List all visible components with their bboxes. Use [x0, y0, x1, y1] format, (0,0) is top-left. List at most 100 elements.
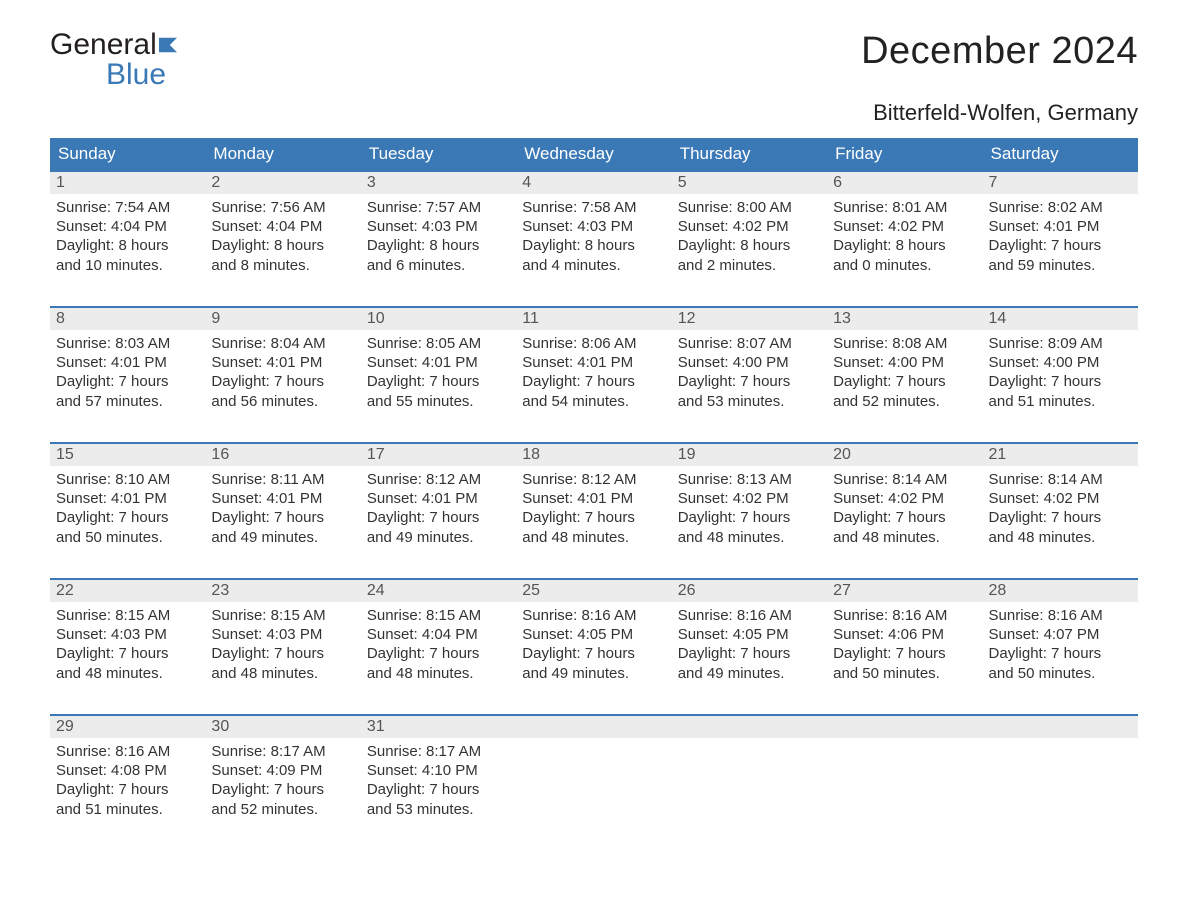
daylight-line-1: Daylight: 7 hours [833, 372, 976, 391]
daylight-line-1: Daylight: 7 hours [678, 372, 821, 391]
daylight-line-1: Daylight: 7 hours [833, 508, 976, 527]
calendar-table: Sunday Monday Tuesday Wednesday Thursday… [50, 138, 1138, 826]
daylight-line-1: Daylight: 7 hours [367, 644, 510, 663]
sunset-line: Sunset: 4:01 PM [56, 353, 199, 372]
calendar-cell: 29Sunrise: 8:16 AMSunset: 4:08 PMDayligh… [50, 716, 205, 826]
sunset-line: Sunset: 4:05 PM [678, 625, 821, 644]
sunrise-line: Sunrise: 8:17 AM [367, 742, 510, 761]
sunrise-line: Sunrise: 8:15 AM [56, 606, 199, 625]
calendar-cell: 12Sunrise: 8:07 AMSunset: 4:00 PMDayligh… [672, 308, 827, 418]
daylight-line-1: Daylight: 8 hours [367, 236, 510, 255]
day-details: Sunrise: 8:11 AMSunset: 4:01 PMDaylight:… [205, 466, 360, 551]
day-details: Sunrise: 8:16 AMSunset: 4:05 PMDaylight:… [516, 602, 671, 687]
sunset-line: Sunset: 4:03 PM [522, 217, 665, 236]
calendar-cell: 20Sunrise: 8:14 AMSunset: 4:02 PMDayligh… [827, 444, 982, 554]
daylight-line-1: Daylight: 7 hours [522, 644, 665, 663]
calendar-cell: 23Sunrise: 8:15 AMSunset: 4:03 PMDayligh… [205, 580, 360, 690]
sunset-line: Sunset: 4:00 PM [833, 353, 976, 372]
daylight-line-1: Daylight: 7 hours [833, 644, 976, 663]
calendar-cell: 22Sunrise: 8:15 AMSunset: 4:03 PMDayligh… [50, 580, 205, 690]
sunrise-line: Sunrise: 7:54 AM [56, 198, 199, 217]
flag-icon [157, 36, 179, 54]
calendar-week: 8Sunrise: 8:03 AMSunset: 4:01 PMDaylight… [50, 306, 1138, 418]
calendar-cell: 30Sunrise: 8:17 AMSunset: 4:09 PMDayligh… [205, 716, 360, 826]
brand-logo: General Blue [50, 30, 179, 90]
daylight-line-1: Daylight: 7 hours [989, 644, 1132, 663]
daylight-line-2: and 49 minutes. [211, 528, 354, 547]
daylight-line-2: and 6 minutes. [367, 256, 510, 275]
daylight-line-1: Daylight: 7 hours [211, 372, 354, 391]
daylight-line-2: and 48 minutes. [56, 664, 199, 683]
day-number: 29 [50, 716, 205, 738]
sunrise-line: Sunrise: 8:07 AM [678, 334, 821, 353]
day-details: Sunrise: 8:17 AMSunset: 4:09 PMDaylight:… [205, 738, 360, 823]
calendar-cell: 11Sunrise: 8:06 AMSunset: 4:01 PMDayligh… [516, 308, 671, 418]
daylight-line-1: Daylight: 8 hours [56, 236, 199, 255]
sunset-line: Sunset: 4:04 PM [211, 217, 354, 236]
day-details: Sunrise: 8:05 AMSunset: 4:01 PMDaylight:… [361, 330, 516, 415]
daylight-line-1: Daylight: 7 hours [56, 508, 199, 527]
sunrise-line: Sunrise: 8:16 AM [56, 742, 199, 761]
daylight-line-1: Daylight: 7 hours [989, 236, 1132, 255]
weekday-wednesday: Wednesday [516, 138, 671, 170]
sunset-line: Sunset: 4:04 PM [367, 625, 510, 644]
day-details: Sunrise: 8:16 AMSunset: 4:08 PMDaylight:… [50, 738, 205, 823]
calendar-cell: 6Sunrise: 8:01 AMSunset: 4:02 PMDaylight… [827, 172, 982, 282]
day-details: Sunrise: 8:00 AMSunset: 4:02 PMDaylight:… [672, 194, 827, 279]
daylight-line-2: and 56 minutes. [211, 392, 354, 411]
calendar-cell: 1Sunrise: 7:54 AMSunset: 4:04 PMDaylight… [50, 172, 205, 282]
sunrise-line: Sunrise: 7:56 AM [211, 198, 354, 217]
daylight-line-1: Daylight: 7 hours [678, 508, 821, 527]
brand-name-1: General [50, 28, 157, 61]
daylight-line-1: Daylight: 7 hours [367, 508, 510, 527]
daylight-line-1: Daylight: 7 hours [522, 372, 665, 391]
daylight-line-2: and 10 minutes. [56, 256, 199, 275]
sunset-line: Sunset: 4:03 PM [367, 217, 510, 236]
day-number: 18 [516, 444, 671, 466]
daylight-line-2: and 59 minutes. [989, 256, 1132, 275]
sunset-line: Sunset: 4:03 PM [211, 625, 354, 644]
sunrise-line: Sunrise: 8:06 AM [522, 334, 665, 353]
daylight-line-2: and 55 minutes. [367, 392, 510, 411]
calendar-cell [983, 716, 1138, 826]
sunset-line: Sunset: 4:00 PM [678, 353, 821, 372]
daylight-line-1: Daylight: 7 hours [211, 780, 354, 799]
daylight-line-1: Daylight: 8 hours [522, 236, 665, 255]
calendar-cell: 7Sunrise: 8:02 AMSunset: 4:01 PMDaylight… [983, 172, 1138, 282]
daylight-line-2: and 48 minutes. [989, 528, 1132, 547]
daylight-line-2: and 49 minutes. [678, 664, 821, 683]
sunrise-line: Sunrise: 8:12 AM [367, 470, 510, 489]
daylight-line-2: and 0 minutes. [833, 256, 976, 275]
day-number: 21 [983, 444, 1138, 466]
sunset-line: Sunset: 4:01 PM [989, 217, 1132, 236]
weekday-sunday: Sunday [50, 138, 205, 170]
calendar-cell: 24Sunrise: 8:15 AMSunset: 4:04 PMDayligh… [361, 580, 516, 690]
day-details: Sunrise: 8:13 AMSunset: 4:02 PMDaylight:… [672, 466, 827, 551]
sunset-line: Sunset: 4:00 PM [989, 353, 1132, 372]
weekday-tuesday: Tuesday [361, 138, 516, 170]
sunset-line: Sunset: 4:01 PM [522, 353, 665, 372]
day-number: 23 [205, 580, 360, 602]
day-number: 1 [50, 172, 205, 194]
day-number: 16 [205, 444, 360, 466]
daylight-line-2: and 4 minutes. [522, 256, 665, 275]
calendar-cell: 14Sunrise: 8:09 AMSunset: 4:00 PMDayligh… [983, 308, 1138, 418]
day-number: 20 [827, 444, 982, 466]
weekday-friday: Friday [827, 138, 982, 170]
sunrise-line: Sunrise: 8:11 AM [211, 470, 354, 489]
day-details: Sunrise: 8:14 AMSunset: 4:02 PMDaylight:… [827, 466, 982, 551]
sunrise-line: Sunrise: 8:09 AM [989, 334, 1132, 353]
calendar-cell [827, 716, 982, 826]
sunset-line: Sunset: 4:06 PM [833, 625, 976, 644]
daylight-line-1: Daylight: 8 hours [833, 236, 976, 255]
sunrise-line: Sunrise: 8:12 AM [522, 470, 665, 489]
sunset-line: Sunset: 4:08 PM [56, 761, 199, 780]
sunrise-line: Sunrise: 8:05 AM [367, 334, 510, 353]
daylight-line-2: and 50 minutes. [56, 528, 199, 547]
sunrise-line: Sunrise: 8:14 AM [833, 470, 976, 489]
day-number: 25 [516, 580, 671, 602]
daylight-line-1: Daylight: 7 hours [678, 644, 821, 663]
sunset-line: Sunset: 4:10 PM [367, 761, 510, 780]
day-number: 10 [361, 308, 516, 330]
sunset-line: Sunset: 4:01 PM [367, 353, 510, 372]
